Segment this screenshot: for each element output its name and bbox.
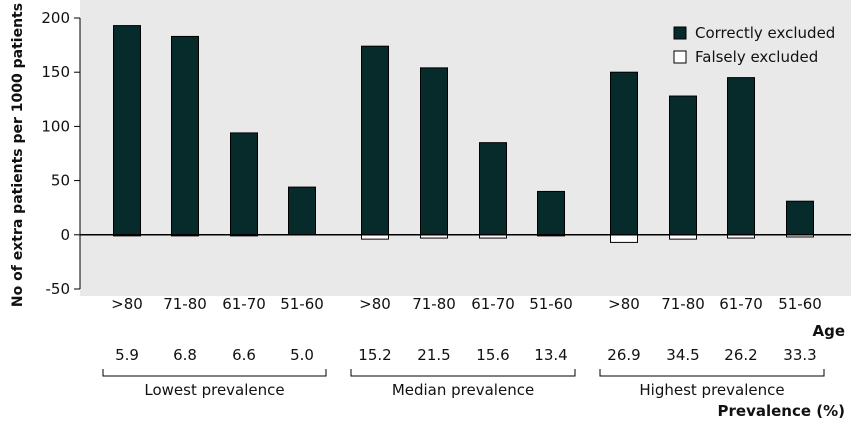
prevalence-labels: 5.9 6.8 6.6 5.0 15.2 21.5 15.6 13.4 26.9 34.5 26.2… [115, 346, 817, 364]
legend-swatch-falsely-excluded [673, 50, 687, 64]
prevalence-value: 5.9 [115, 346, 139, 364]
x-tick-label: 61-70 [471, 295, 515, 313]
legend-label-correctly-excluded: Correctly excluded [695, 24, 835, 42]
prevalence-value: 33.3 [783, 346, 816, 364]
y-axis: 200 150 100 50 0 -50 [41, 9, 81, 298]
legend: Correctly excluded Falsely excluded [673, 24, 835, 66]
prevalence-value: 26.2 [724, 346, 757, 364]
bar-correctly-excluded [610, 71, 638, 236]
x-tick-label: 71-80 [661, 295, 705, 313]
bar-correctly-excluded [361, 45, 389, 236]
group-bracket [599, 369, 825, 377]
group-label: Median prevalence [392, 381, 534, 399]
group-brackets: Lowest prevalence Median prevalence Highes… [102, 369, 825, 399]
group-label: Highest prevalence [639, 381, 784, 399]
bar-correctly-excluded [230, 132, 258, 236]
prevalence-value: 21.5 [417, 346, 450, 364]
bar-correctly-excluded [420, 67, 448, 236]
x-tick-label: 51-60 [778, 295, 822, 313]
y-tick-label: 150 [41, 63, 70, 81]
legend-label-falsely-excluded: Falsely excluded [695, 48, 818, 66]
x-tick-label: 61-70 [222, 295, 266, 313]
bar-correctly-excluded [288, 186, 316, 236]
x-tick-label: 71-80 [412, 295, 456, 313]
prevalence-value: 13.4 [534, 346, 567, 364]
y-tick-label: 100 [41, 117, 70, 135]
bar-falsely-excluded [610, 234, 638, 243]
y-tick-label: 50 [51, 172, 70, 190]
prevalence-value: 26.9 [607, 346, 640, 364]
legend-swatch-correctly-excluded [673, 26, 687, 40]
x-tick-label: 51-60 [529, 295, 573, 313]
group-label: Lowest prevalence [144, 381, 284, 399]
group-bracket [102, 369, 327, 377]
category-labels: >80 71-80 61-70 51-60 >80 71-80 61-70 51-60 >80 7… [111, 295, 822, 313]
x-tick-label: 51-60 [280, 295, 324, 313]
x-tick-label: >80 [111, 295, 143, 313]
x-axis-title: Age [812, 322, 845, 340]
prevalence-value: 15.2 [358, 346, 391, 364]
prevalence-value: 34.5 [666, 346, 699, 364]
y-tick-label: 200 [41, 9, 70, 27]
y-tick-label: 0 [60, 226, 70, 244]
bar-correctly-excluded [669, 95, 697, 236]
bar-correctly-excluded [537, 190, 565, 236]
bar-correctly-excluded [479, 142, 507, 236]
group-bracket [350, 369, 576, 377]
plot-background [80, 0, 851, 296]
y-tick-label: -50 [46, 280, 71, 298]
x-tick-label: >80 [608, 295, 640, 313]
x-tick-label: 61-70 [719, 295, 763, 313]
x-tick-label: >80 [359, 295, 391, 313]
bar-correctly-excluded [113, 25, 141, 236]
prevalence-value: 5.0 [290, 346, 314, 364]
x-tick-label: 71-80 [163, 295, 207, 313]
prevalence-value: 15.6 [476, 346, 509, 364]
prevalence-value: 6.8 [173, 346, 197, 364]
y-axis-title: No of extra patients per 1000 patients [10, 3, 26, 307]
bar-correctly-excluded [171, 35, 199, 236]
prevalence-value: 6.6 [232, 346, 256, 364]
bar-correctly-excluded [727, 77, 755, 236]
bar-correctly-excluded [786, 200, 814, 236]
bars-layer [113, 25, 814, 243]
prevalence-title: Prevalence (%) [718, 402, 846, 420]
